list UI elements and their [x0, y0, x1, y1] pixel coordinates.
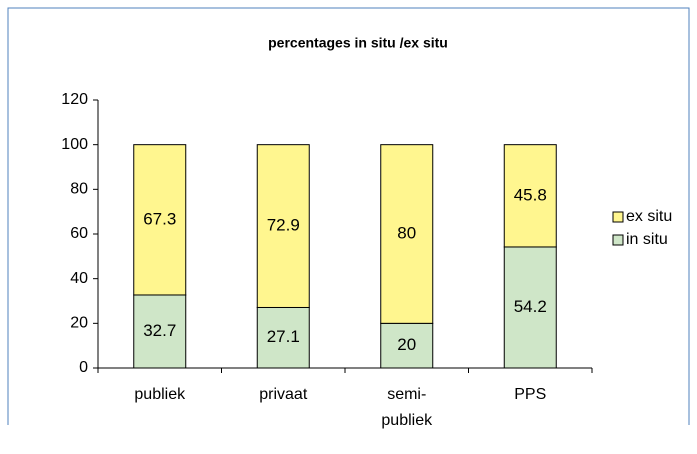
legend-label: in situ	[626, 231, 668, 248]
x-tick-label: publiek	[134, 386, 186, 403]
chart-title: percentages in situ /ex situ	[268, 35, 448, 51]
data-label: 32.7	[143, 321, 176, 340]
y-tick-label: 0	[79, 359, 88, 376]
frame	[7, 7, 690, 425]
data-label: 20	[397, 335, 416, 354]
legend-label: ex situ	[626, 208, 672, 225]
x-tick-label-line: publiek	[381, 412, 433, 429]
data-label: 27.1	[267, 327, 300, 346]
y-tick-label: 20	[70, 315, 88, 332]
x-tick-label-line: semi-	[387, 386, 426, 403]
y-tick-label: 100	[61, 136, 88, 153]
bar-segment	[503, 144, 557, 248]
y-tick-label: 60	[70, 225, 88, 242]
bar-segment	[503, 246, 557, 369]
data-label: 67.3	[143, 209, 176, 228]
x-tick-label: privaat	[259, 386, 308, 403]
bar-segment	[380, 322, 434, 369]
y-tick-label: 120	[61, 91, 88, 108]
data-label: 54.2	[514, 297, 547, 316]
bar-segment	[256, 306, 310, 369]
bar-segment	[380, 144, 434, 324]
y-tick-label: 80	[70, 181, 88, 198]
bar-segment	[133, 144, 187, 296]
data-label: 45.8	[514, 185, 547, 204]
y-tick-label: 40	[70, 270, 88, 287]
legend-swatch	[612, 234, 624, 246]
x-tick-label: PPS	[514, 386, 546, 403]
legend-swatch	[612, 211, 624, 223]
x-tick-label: semi-publiek	[381, 386, 433, 429]
data-label: 72.9	[267, 216, 300, 235]
bar-segment	[256, 144, 310, 308]
data-label: 80	[397, 223, 416, 242]
bar-segment	[133, 294, 187, 369]
